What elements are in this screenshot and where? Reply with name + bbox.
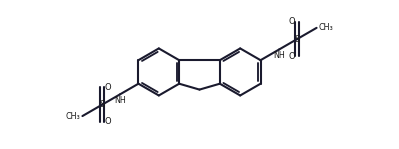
Text: CH₃: CH₃ (66, 112, 81, 121)
Text: S: S (294, 35, 300, 44)
Text: NH: NH (273, 51, 285, 60)
Text: O: O (288, 17, 295, 27)
Text: O: O (104, 117, 111, 127)
Text: O: O (288, 52, 295, 61)
Text: NH: NH (114, 96, 126, 105)
Text: CH₃: CH₃ (318, 23, 333, 32)
Text: O: O (104, 83, 111, 92)
Text: S: S (99, 100, 105, 109)
